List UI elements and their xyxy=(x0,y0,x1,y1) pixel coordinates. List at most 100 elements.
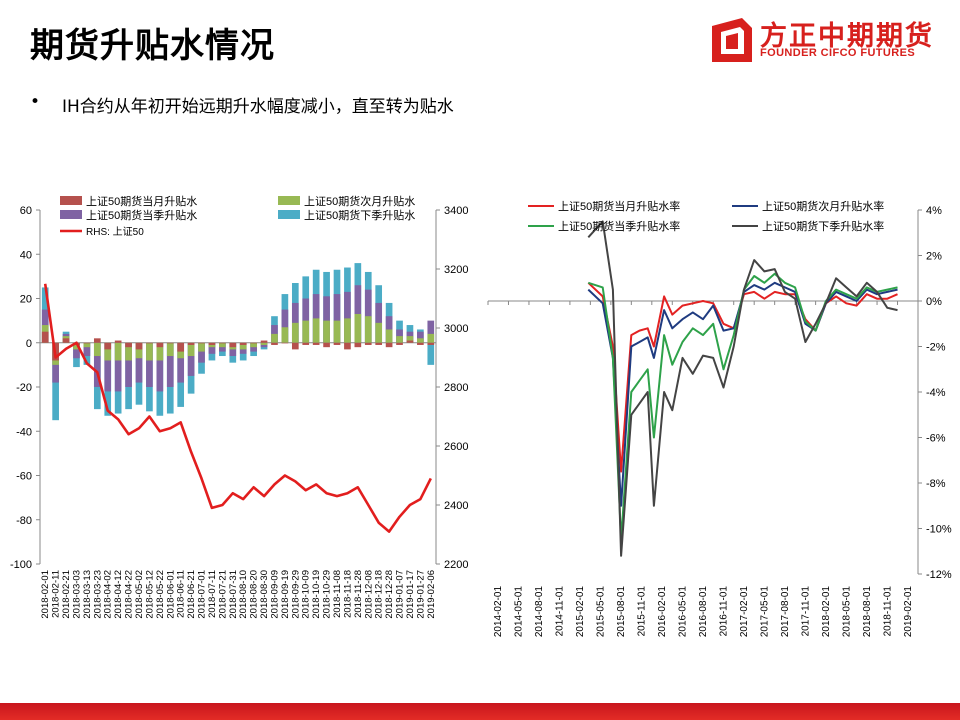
bar-2 xyxy=(239,342,247,350)
right-tick-label: -8% xyxy=(926,478,946,490)
bar-1 xyxy=(344,342,351,350)
x-tick-label: 2018-03-13 xyxy=(82,570,93,619)
bar-1 xyxy=(417,342,424,345)
bar-1 xyxy=(146,342,153,344)
x-tick-label: 2017-08-01 xyxy=(780,586,791,638)
bar-3 xyxy=(229,342,237,357)
bar-2 xyxy=(250,342,257,348)
bar-2 xyxy=(344,318,351,343)
x-tick-label: 2019-01-07 xyxy=(395,570,406,619)
right-tick-label: 0% xyxy=(926,296,942,308)
bar-1 xyxy=(166,342,174,344)
x-tick-label: 2017-02-01 xyxy=(739,586,750,638)
x-tick-label: 2018-05-01 xyxy=(841,586,852,638)
bar-3 xyxy=(187,342,195,376)
x-tick-label: 2018-10-09 xyxy=(301,570,312,619)
bar-1 xyxy=(41,331,49,343)
bar-2 xyxy=(260,342,268,345)
bar-2 xyxy=(333,320,341,343)
bar-3 xyxy=(93,342,101,387)
bar-1 xyxy=(333,342,341,345)
bar-2 xyxy=(291,322,299,343)
legend-swatch xyxy=(60,196,82,205)
bar-3 xyxy=(198,342,205,363)
bar-1 xyxy=(219,342,226,344)
x-tick-label: 2015-05-01 xyxy=(596,586,607,638)
legend-label: 上证50期货当月升贴水率 xyxy=(558,199,680,213)
bar-3 xyxy=(156,342,164,392)
bar-2 xyxy=(198,342,205,352)
bar-3 xyxy=(114,342,122,392)
x-tick-label: 2018-06-01 xyxy=(165,570,176,619)
bar-3 xyxy=(323,296,330,343)
right-tick-label: 3200 xyxy=(444,264,468,276)
x-tick-label: 2014-08-01 xyxy=(534,586,545,638)
bar-2 xyxy=(375,322,383,343)
x-tick-label: 2016-05-01 xyxy=(678,586,689,638)
bar-2 xyxy=(125,342,132,361)
bar-3 xyxy=(354,285,362,343)
bullet-dot: • xyxy=(30,92,41,112)
bar-1 xyxy=(135,342,143,350)
right-tick-label: 2400 xyxy=(444,500,468,512)
bar-4 xyxy=(427,342,435,365)
x-tick-label: 2014-11-01 xyxy=(555,586,566,637)
bar-1 xyxy=(302,342,310,345)
bar-2 xyxy=(73,342,80,350)
x-tick-label: 2018-12-08 xyxy=(363,570,374,619)
bar-1 xyxy=(177,342,185,352)
bar-2 xyxy=(406,336,414,343)
bar-1 xyxy=(114,340,122,343)
left-tick-label: 20 xyxy=(20,294,32,306)
x-tick-label: 2018-09-09 xyxy=(269,570,280,619)
bar-1 xyxy=(62,338,70,343)
bar-1 xyxy=(354,342,362,348)
bar-3 xyxy=(208,342,216,354)
bar-1 xyxy=(250,342,257,344)
right-tick-label: 3400 xyxy=(444,205,468,217)
bar-1 xyxy=(198,342,205,344)
x-tick-label: 2018-03-23 xyxy=(92,570,103,619)
series-line-2 xyxy=(587,281,898,507)
bar-2 xyxy=(427,333,435,343)
x-tick-label: 2018-09-19 xyxy=(280,570,291,619)
x-tick-label: 2018-11-28 xyxy=(353,570,364,618)
bar-1 xyxy=(125,342,132,348)
logo-name: 方正中期期货 xyxy=(760,21,934,52)
bar-1 xyxy=(239,342,247,345)
legend-label: RHS: 上证50 xyxy=(86,226,144,238)
x-tick-label: 2019-02-06 xyxy=(426,570,437,619)
right-tick-label: 2% xyxy=(926,251,942,263)
bar-2 xyxy=(187,342,195,357)
series-line-4 xyxy=(587,220,898,557)
bar-1 xyxy=(385,342,393,348)
x-tick-label: 2018-08-10 xyxy=(238,570,249,619)
bar-3 xyxy=(135,342,143,383)
bar-1 xyxy=(281,342,289,344)
x-tick-label: 2016-02-01 xyxy=(657,586,668,638)
founder-logo-icon xyxy=(712,18,752,62)
logo-subtitle: FOUNDER CIFCO FUTURES xyxy=(760,47,916,59)
x-tick-label: 2018-11-01 xyxy=(882,586,893,637)
legend-label: 上证50期货下季升贴水 xyxy=(304,208,415,222)
legend-swatch xyxy=(278,210,300,219)
legend-swatch xyxy=(278,196,300,205)
bar-1 xyxy=(93,338,101,343)
bullet-text: IH合约从年初开始远期升水幅度减小，直至转为贴水 xyxy=(62,97,454,117)
x-tick-label: 2019-02-01 xyxy=(903,586,914,638)
bar-2 xyxy=(396,336,403,343)
legend-label: 上证50期货当季升贴水 xyxy=(86,208,197,222)
right-tick-label: -12% xyxy=(926,569,952,581)
bar-1 xyxy=(187,342,195,345)
bar-1 xyxy=(323,342,330,348)
x-tick-label: 2018-04-12 xyxy=(113,570,124,619)
right-tick-label: 2600 xyxy=(444,441,468,453)
x-tick-label: 2016-08-01 xyxy=(698,586,709,638)
bar-1 xyxy=(156,342,164,348)
bar-1 xyxy=(364,342,372,345)
x-tick-label: 2014-02-01 xyxy=(493,586,504,638)
rhs-index-line xyxy=(43,283,432,533)
bar-2 xyxy=(219,342,226,348)
legend-label: 上证50期货下季升贴水率 xyxy=(762,219,884,233)
left-tick-label: 40 xyxy=(20,249,32,261)
